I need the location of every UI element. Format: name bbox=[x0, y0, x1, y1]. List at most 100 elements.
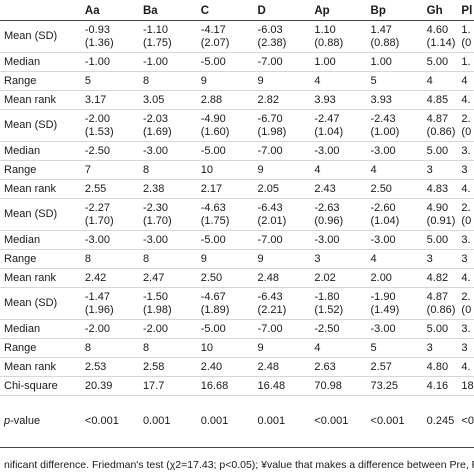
row-label: Mean (SD) bbox=[4, 297, 58, 309]
table-cell: 8 bbox=[142, 341, 150, 354]
table-cell: 2.47 bbox=[142, 271, 165, 284]
table-row: Mean rank 3.17 3.05 2.88 2.82 3.93 3.93 4.85 4. bbox=[0, 91, 474, 110]
table-cell: 2.57 bbox=[370, 360, 392, 373]
table-cell: 2.42 bbox=[84, 271, 107, 284]
row-label: Mean (SD) bbox=[4, 208, 58, 220]
table-cell: -1.50 (1.98) bbox=[142, 290, 172, 316]
row-label: Median bbox=[4, 233, 41, 246]
table-row: Mean (SD) -2.27 (1.70) -2.30 (1.70) -4.63 (… bbox=[0, 199, 474, 231]
table-cell: 2.82 bbox=[257, 93, 279, 106]
table-cell: 17.7 bbox=[142, 379, 165, 392]
row-label: Median bbox=[4, 55, 41, 68]
table-cell: 3 bbox=[426, 163, 433, 176]
column-header: Bp bbox=[370, 5, 386, 17]
table-cell: -6.43 (2.21) bbox=[257, 290, 287, 316]
table-cell: 9 bbox=[257, 341, 264, 354]
table-cell: 2.48 bbox=[257, 360, 279, 373]
table-cell: -2.27 (1.70) bbox=[84, 201, 114, 227]
row-label: Chi-square bbox=[4, 379, 58, 392]
table-cell: -2.00 (1.53) bbox=[84, 112, 114, 138]
table-cell: 1. (0 bbox=[461, 23, 472, 49]
table-row: Mean (SD) -2.00 (1.53) -2.03 (1.69) -4.90 (… bbox=[0, 110, 474, 142]
column-header: Ba bbox=[142, 5, 158, 17]
table-cell: 5.00 bbox=[426, 55, 449, 68]
row-label: Range bbox=[4, 252, 37, 265]
table-cell: 2.88 bbox=[200, 93, 223, 106]
table-cell: 3 bbox=[314, 252, 321, 265]
column-header: Pl bbox=[461, 5, 473, 17]
table-cell: -7.00 bbox=[257, 55, 283, 68]
table-cell: 2.38 bbox=[142, 182, 165, 195]
table-cell: -2.30 (1.70) bbox=[142, 201, 172, 227]
table-row: Mean (SD) -0.93 (1.36) -1.10 (1.75) -4.17 (… bbox=[0, 21, 474, 53]
table-cell: -4.63 (1.75) bbox=[200, 201, 230, 227]
table-cell: 73.25 bbox=[370, 379, 399, 392]
table-cell: 2. (0 bbox=[461, 201, 472, 227]
table-cell: 3.17 bbox=[84, 93, 107, 106]
column-header: Ap bbox=[314, 5, 330, 17]
header-row: Aa Ba C D Ap Bp Gh Pl bbox=[0, 0, 474, 21]
table-cell: 3 bbox=[461, 163, 468, 176]
table-cell: -3.00 bbox=[142, 233, 169, 246]
table-row: Median -2.50 -3.00 -5.00 -7.00 -3.00 -3.00 5.00… bbox=[0, 142, 474, 161]
table-cell: -6.43 (2.01) bbox=[257, 201, 287, 227]
table-cell: 4 bbox=[426, 74, 433, 87]
table-cell: 3. bbox=[461, 144, 471, 157]
table-cell: 3. bbox=[461, 233, 471, 246]
table-cell: -2.63 (0.96) bbox=[314, 201, 344, 227]
table-cell: 2.43 bbox=[314, 182, 336, 195]
table-cell: 8 bbox=[142, 163, 150, 176]
table-cell: 9 bbox=[257, 163, 264, 176]
table-cell: 4.16 bbox=[426, 379, 449, 392]
table-cell: 3 bbox=[426, 341, 433, 354]
table-cell: -2.47 (1.04) bbox=[314, 112, 344, 138]
row-label: Mean rank bbox=[4, 182, 56, 195]
column-header: Gh bbox=[426, 5, 443, 17]
table-cell: 4. bbox=[461, 271, 471, 284]
table-cell: 2.63 bbox=[314, 360, 336, 373]
table-cell: 4.85 bbox=[426, 93, 449, 106]
table-cell: -3.00 bbox=[84, 233, 110, 246]
column-header: D bbox=[257, 5, 266, 17]
table-cell: 2.00 bbox=[370, 271, 392, 284]
table-cell: 4. bbox=[461, 360, 471, 373]
table-cell: 2.05 bbox=[257, 182, 279, 195]
results-table: Aa Ba C D Ap Bp Gh Pl Mean (SD) -0.93 (1.… bbox=[0, 0, 474, 448]
table-cell: -2.43 (1.00) bbox=[370, 112, 400, 138]
table-cell: 5 bbox=[84, 74, 92, 87]
table-cell: <0.001 bbox=[84, 415, 119, 427]
table-cell: 3 bbox=[461, 341, 468, 354]
table-cell: 10 bbox=[200, 341, 213, 354]
table-cell: -2.00 bbox=[84, 322, 110, 335]
table-cell: 2.02 bbox=[314, 271, 336, 284]
row-label: Mean rank bbox=[4, 360, 56, 373]
table-cell: 1. bbox=[461, 55, 471, 68]
table-cell: 4 bbox=[370, 252, 377, 265]
table-cell: 1.00 bbox=[314, 55, 336, 68]
table-cell: -7.00 bbox=[257, 144, 283, 157]
table-cell: <0.001 bbox=[314, 415, 349, 427]
table-row: Median -2.00 -2.00 -5.00 -7.00 -2.50 -3.00 5.00… bbox=[0, 320, 474, 339]
table-cell: 4.82 bbox=[426, 271, 449, 284]
table-cell: 2. (0 bbox=[461, 112, 472, 138]
table-cell: -2.60 (1.04) bbox=[370, 201, 400, 227]
table-cell: 1.10 (0.88) bbox=[314, 23, 344, 49]
table-cell: -1.10 (1.75) bbox=[142, 23, 172, 49]
table-row: p-value <0.001 0.001 0.001 0.001 <0.001 <0.001… bbox=[0, 396, 474, 448]
table-cell: 4.87 (0.86) bbox=[426, 112, 456, 138]
table-cell: 5 bbox=[370, 74, 377, 87]
row-label: p-value bbox=[4, 415, 41, 427]
table-cell: -2.50 bbox=[84, 144, 110, 157]
table-row: Range 8 8 10 9 4 5 3 3 bbox=[0, 339, 474, 358]
table-cell: 0.001 bbox=[200, 415, 229, 427]
row-label: Mean (SD) bbox=[4, 119, 58, 131]
table-cell: 3. bbox=[461, 322, 471, 335]
table-cell: -1.90 (1.49) bbox=[370, 290, 400, 316]
table-cell: 2.58 bbox=[142, 360, 165, 373]
table-cell: -4.90 (1.60) bbox=[200, 112, 230, 138]
table-cell: 20.39 bbox=[84, 379, 113, 392]
table-cell: 8 bbox=[84, 252, 92, 265]
table-cell: -5.00 bbox=[200, 233, 226, 246]
table-cell: -3.00 bbox=[370, 233, 396, 246]
table-row: Median -1.00 -1.00 -5.00 -7.00 1.00 1.00 5.00 1. bbox=[0, 53, 474, 72]
